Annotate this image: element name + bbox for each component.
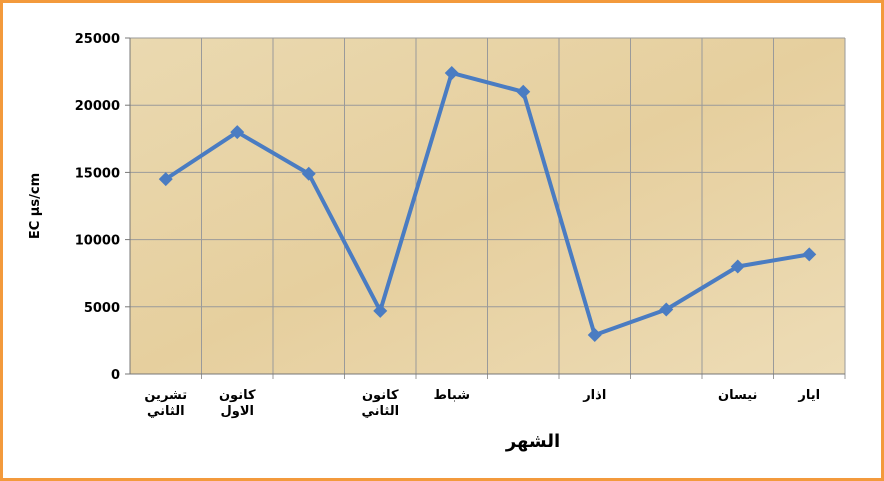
y-tick-label: 20000 [75, 99, 120, 114]
marker [802, 247, 817, 262]
marker [587, 328, 602, 343]
y-tick-label: 15000 [75, 166, 120, 181]
marker [373, 303, 388, 318]
x-axis-title: الشهر [505, 431, 561, 452]
marker [659, 302, 674, 317]
x-tick-label: شباط [433, 388, 470, 403]
y-tick-label: 5000 [84, 301, 120, 316]
x-tick-label: ايار [798, 388, 821, 403]
marker [301, 166, 316, 181]
marker [444, 65, 459, 80]
marker [516, 84, 531, 99]
x-tick-label: تشرين الثاني [144, 388, 188, 419]
y-tick-label: 0 [111, 368, 120, 383]
y-tick-label: 25000 [75, 32, 120, 47]
x-tick-label: اذار [583, 388, 607, 403]
x-tick-label: كانون الاول [218, 388, 256, 419]
y-axis-title: EC µs/cm [28, 173, 43, 239]
x-tick-label: نيسان [718, 388, 758, 403]
series-line [164, 70, 810, 338]
chart: EC µs/cm 0 5000 10000 15000 20000 25000 [28, 32, 846, 383]
marker [730, 259, 745, 274]
marker [158, 172, 173, 187]
x-tick-label: كانون الثاني [361, 388, 400, 419]
marker [230, 125, 245, 140]
y-tick-label: 10000 [75, 234, 120, 249]
